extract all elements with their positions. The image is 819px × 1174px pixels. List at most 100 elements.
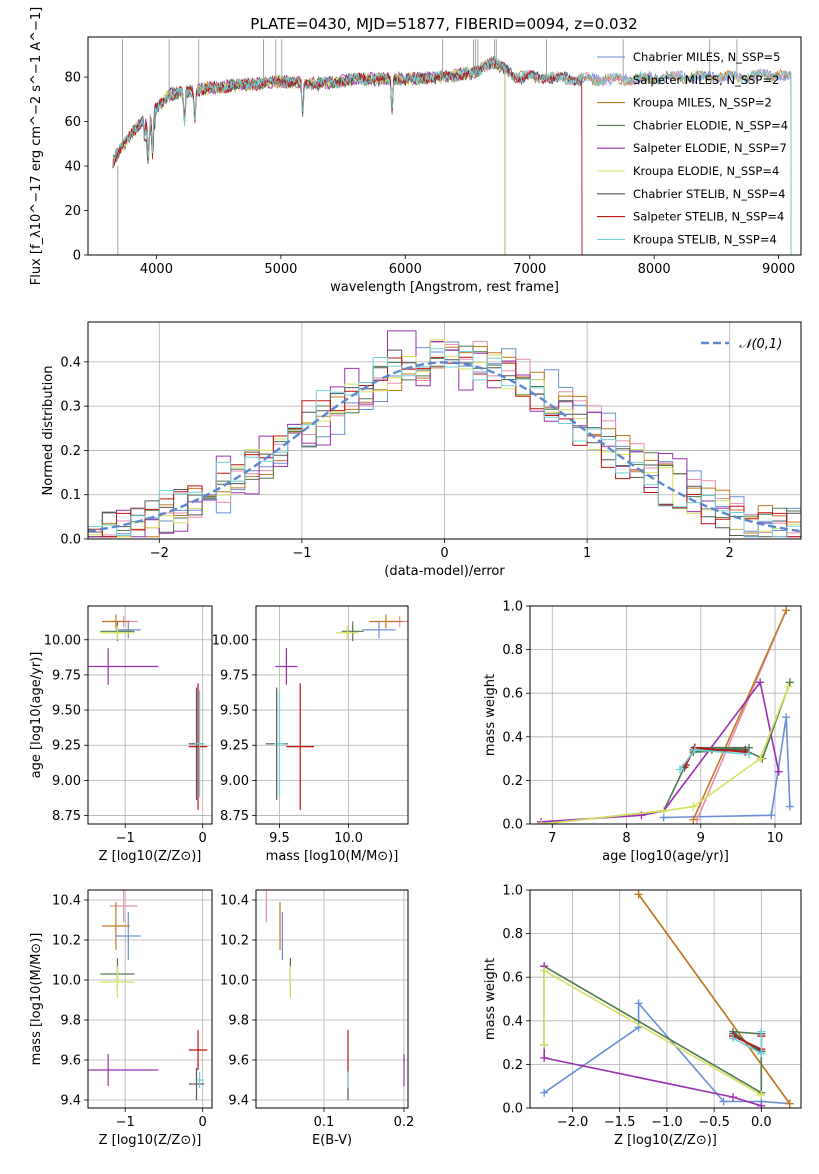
y-tick-label: 0.4 — [502, 730, 523, 745]
x-tick-label: 8000 — [638, 262, 671, 277]
y-tick-label: 9.00 — [220, 774, 249, 789]
x-tick-label: 7 — [548, 831, 556, 846]
legend-entry: Chabrier STELIB, N_SSP=4 — [633, 187, 785, 201]
y-tick-label: 10.2 — [220, 934, 249, 949]
y-tick-label: 0.8 — [502, 927, 523, 942]
y-axis-label: Flux [f_λ10^−17 erg cm^−2 s^−1 A^−1] — [29, 7, 44, 285]
mass-weight-line-3 — [541, 682, 791, 824]
y-tick-label: 0.2 — [60, 444, 81, 459]
x-tick-label: 0 — [199, 831, 207, 846]
y-axis-label: mass weight — [483, 674, 498, 756]
y-tick-label: 9.4 — [228, 1094, 249, 1109]
y-tick-label: 40 — [64, 160, 81, 175]
y-tick-label: 10.00 — [212, 633, 249, 648]
x-tick-label: 0 — [440, 546, 448, 561]
mass-weight-marker — [540, 1088, 549, 1097]
plot-area — [88, 890, 208, 1100]
mass-weight-marker — [634, 890, 643, 899]
y-axis-label: mass [log10(M/M⊙)] — [29, 933, 44, 1066]
y-axis-label: Normed distribution — [41, 366, 56, 496]
x-tick-label: −1.0 — [651, 1115, 683, 1130]
x-tick-label: −0.5 — [698, 1115, 730, 1130]
mass-weight-marker — [774, 767, 783, 776]
y-tick-label: 0.6 — [502, 687, 523, 702]
y-tick-label: 9.50 — [52, 704, 81, 719]
y-tick-label: 9.6 — [228, 1054, 249, 1069]
y-tick-label: 1.0 — [502, 600, 523, 615]
x-tick-label: 0.1 — [314, 1115, 335, 1130]
plot-area — [112, 39, 792, 255]
plot-area — [265, 614, 408, 810]
normal-curve — [88, 361, 801, 533]
x-tick-label: 0 — [199, 1115, 207, 1130]
mass-weight-marker — [782, 606, 791, 615]
age-vs-mass-panel: 9.5 10.0 8.75 9.00 9.25 9.50 9.75 10.00 mass [lo… — [212, 605, 409, 864]
y-tick-label: 0.1 — [60, 488, 81, 503]
legend-entry: Salpeter STELIB, N_SSP=4 — [633, 210, 784, 224]
mass-weight-marker — [729, 1093, 738, 1102]
y-tick-label: 9.6 — [60, 1054, 81, 1069]
x-axis-label: E(B-V) — [312, 1133, 352, 1148]
x-axis-label: (data-model)/error — [384, 564, 505, 579]
mass-weight-marker — [784, 682, 793, 691]
y-tick-label: 9.00 — [52, 774, 81, 789]
axes-frame — [529, 889, 802, 1109]
mass-weight-marker — [785, 1099, 794, 1108]
y-tick-label: 10.0 — [220, 974, 249, 989]
age-vs-metallicity-panel: −1 0 8.75 9.00 9.25 9.50 9.75 10.00 Z [log10(Z/Z… — [29, 605, 213, 864]
y-tick-label: 0.2 — [502, 774, 523, 789]
mass-weight-marker — [675, 765, 684, 774]
y-tick-label: 10.4 — [52, 894, 81, 909]
y-tick-label: 0.0 — [502, 818, 523, 833]
x-tick-label: 0.2 — [394, 1115, 415, 1130]
massweight-vs-age-panel: 7 8 9 10 0.0 0.2 0.4 0.6 0.8 1.0 age [log10(age/yr… — [483, 600, 802, 864]
mass-weight-marker — [537, 820, 546, 824]
mass-weight-line-0 — [663, 717, 791, 819]
mass-weight-marker — [634, 999, 643, 1008]
axes-frame — [255, 889, 409, 1109]
y-tick-label: 10.4 — [220, 894, 249, 909]
figure-title: PLATE=0430, MJD=51877, FIBERID=0094, z=0… — [250, 15, 637, 33]
x-axis-label: Z [log10(Z/Z⊙)] — [614, 1133, 717, 1148]
x-tick-label: 6000 — [389, 262, 422, 277]
y-tick-label: 10.0 — [52, 974, 81, 989]
y-tick-label: 1.0 — [502, 884, 523, 899]
mass-weight-marker — [767, 811, 776, 820]
axes-frame — [87, 605, 213, 825]
mass-weight-marker — [757, 1090, 766, 1099]
x-axis-label: mass [log10(M/M⊙)] — [266, 849, 399, 864]
legend-entry: Kroupa MILES, N_SSP=2 — [633, 96, 772, 110]
x-tick-label: −1 — [116, 831, 135, 846]
y-tick-label: 10.00 — [44, 633, 81, 648]
y-tick-label: 0.8 — [502, 643, 523, 658]
mass-vs-ebv-panel: 0.1 0.2 9.4 9.6 9.8 10.0 10.2 10.4 E(B-V) — [220, 889, 415, 1148]
mass-weight-marker — [756, 678, 765, 687]
x-tick-label: −2.0 — [557, 1115, 589, 1130]
y-tick-label: 8.75 — [220, 809, 249, 824]
x-axis-label: Z [log10(Z/Z⊙)] — [99, 1133, 202, 1148]
axes-frame — [255, 605, 409, 825]
x-axis-label: Z [log10(Z/Z⊙)] — [99, 849, 202, 864]
y-tick-label: 0.6 — [502, 971, 523, 986]
y-axis-label: age [log10(age/yr)] — [29, 652, 44, 779]
x-tick-label: 9.5 — [269, 831, 290, 846]
mass-weight-marker — [540, 966, 549, 975]
x-tick-label: 5000 — [264, 262, 297, 277]
y-tick-label: 9.4 — [60, 1094, 81, 1109]
legend-entry: Salpeter ELODIE, N_SSP=7 — [633, 141, 787, 155]
mass-weight-line-5 — [541, 686, 790, 824]
plot-area — [540, 890, 794, 1108]
mass-weight-marker — [689, 802, 698, 811]
x-tick-label: 7000 — [513, 262, 546, 277]
x-tick-label: −1 — [292, 546, 311, 561]
mass-weight-marker — [745, 750, 754, 759]
y-axis-label: mass weight — [483, 958, 498, 1040]
mass-weight-marker — [540, 1053, 549, 1062]
mass-weight-marker — [757, 1049, 766, 1058]
mass-weight-line-8 — [679, 749, 750, 770]
mass-weight-line-2 — [692, 610, 787, 820]
y-tick-label: 9.50 — [220, 704, 249, 719]
mass-weight-line-2 — [637, 893, 791, 1105]
y-tick-label: 9.25 — [52, 739, 81, 754]
y-tick-label: 10.2 — [52, 934, 81, 949]
